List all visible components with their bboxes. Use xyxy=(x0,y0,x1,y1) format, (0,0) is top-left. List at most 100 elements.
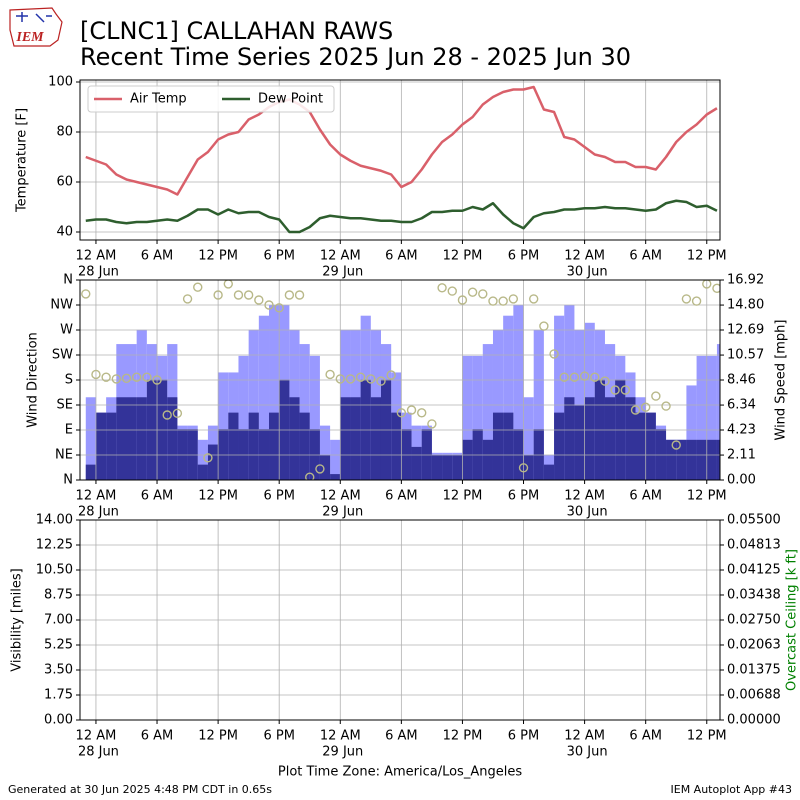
bar xyxy=(513,305,524,480)
x-tick-label: 12 AM xyxy=(76,729,117,744)
bar xyxy=(472,429,483,480)
bar xyxy=(696,439,707,480)
y2-tick-label: 14.80 xyxy=(727,298,764,313)
y-tick-label: NE xyxy=(55,448,73,463)
bar xyxy=(421,429,432,480)
bar xyxy=(686,385,697,480)
y-tick-label: S xyxy=(65,373,73,388)
scatter-point xyxy=(376,376,386,386)
x-date-label: 28 Jun xyxy=(78,265,119,280)
scatter-point xyxy=(396,408,407,418)
bar xyxy=(85,464,96,480)
y-axis-label: Temperature [F] xyxy=(15,108,30,213)
y-tick-label: 60 xyxy=(56,175,73,190)
bar xyxy=(625,397,636,480)
bar xyxy=(85,397,96,480)
scatter-point xyxy=(355,372,366,382)
bar xyxy=(655,429,667,480)
scatter-point xyxy=(712,283,720,294)
bar xyxy=(676,439,687,480)
scatter-point xyxy=(549,349,559,359)
bar xyxy=(319,455,331,480)
x-tick-label: 6 AM xyxy=(629,489,662,504)
scatter-point xyxy=(182,294,193,304)
scatter-point xyxy=(427,419,437,429)
x-date-label: 29 Jun xyxy=(322,745,363,760)
x-date-label: 29 Jun xyxy=(322,265,363,280)
x-date-label: 28 Jun xyxy=(78,745,119,760)
bar xyxy=(319,425,331,480)
bar xyxy=(350,397,361,480)
scatter-point xyxy=(101,372,111,382)
plot-area xyxy=(80,280,720,480)
scatter-point xyxy=(254,295,264,305)
scatter-point xyxy=(152,375,162,385)
scatter-point xyxy=(111,374,122,384)
x-tick-label: 12 AM xyxy=(320,729,361,744)
y2-tick-label: 0.05500 xyxy=(727,513,781,528)
x-tick-label: 6 AM xyxy=(385,729,418,744)
bar xyxy=(299,344,310,480)
scatter-point xyxy=(325,369,335,380)
bar xyxy=(106,412,117,480)
axes-frame xyxy=(79,79,721,241)
bar xyxy=(401,429,412,480)
bar xyxy=(442,455,453,480)
x-tick-label: 6 PM xyxy=(508,249,539,264)
line-series xyxy=(85,85,718,196)
y2-tick-label: 8.46 xyxy=(727,373,756,388)
y2-tick-label: 6.34 xyxy=(727,398,756,413)
legend: Air Temp Dew Point xyxy=(87,85,335,113)
scatter-point xyxy=(131,372,142,382)
logo-icon xyxy=(16,12,52,23)
bar xyxy=(482,344,493,480)
bar xyxy=(431,455,443,480)
y2-tick-label: 4.23 xyxy=(727,423,756,438)
x-tick-label: 12 PM xyxy=(198,729,238,744)
bar xyxy=(116,397,127,480)
scatter-point xyxy=(610,385,620,395)
bar xyxy=(452,455,463,480)
y-tick-label: W xyxy=(60,323,73,338)
y-tick-label: 40 xyxy=(56,225,73,240)
bar xyxy=(554,315,565,480)
bar xyxy=(564,397,575,480)
y-tick-label: 14.00 xyxy=(36,513,73,528)
scatter-point xyxy=(386,370,396,380)
y2-tick-label: 10.57 xyxy=(727,348,764,363)
y2-tick-label: 0.00000 xyxy=(727,713,781,728)
scatter-point xyxy=(203,453,213,463)
bar xyxy=(330,439,341,480)
bar xyxy=(238,429,249,480)
x-tick-label: 12 PM xyxy=(687,249,727,264)
scatter-point xyxy=(620,385,631,395)
x-axis-label: Plot Time Zone: America/Los_Angeles xyxy=(278,765,522,780)
scatter-point xyxy=(539,321,549,331)
scatter-point xyxy=(498,296,508,306)
bar xyxy=(309,355,320,480)
x-tick-label: 6 PM xyxy=(508,489,539,504)
y2-tick-label: 0.03438 xyxy=(727,587,781,602)
footer-app: IEM Autoplot App #43 xyxy=(671,783,793,796)
scatter-point xyxy=(305,472,315,480)
scatter-point xyxy=(457,295,468,305)
y-tick-label: SE xyxy=(57,398,73,413)
bar xyxy=(462,355,473,480)
scatter-point xyxy=(437,283,447,293)
bar xyxy=(258,429,270,480)
x-tick-label: 12 AM xyxy=(564,249,605,264)
bar xyxy=(513,429,524,480)
title: [CLNC1] CALLAHAN RAWS xyxy=(80,17,393,45)
bar xyxy=(126,397,137,480)
bar xyxy=(218,429,229,480)
bar xyxy=(391,412,402,480)
bar xyxy=(136,397,147,480)
scatter-point xyxy=(630,405,641,415)
bar xyxy=(584,397,595,480)
scatter-point xyxy=(81,289,91,299)
line-series xyxy=(85,199,718,234)
legend-label: Air Temp xyxy=(130,92,187,107)
scatter-point xyxy=(508,294,519,304)
x-tick-label: 6 AM xyxy=(385,489,418,504)
